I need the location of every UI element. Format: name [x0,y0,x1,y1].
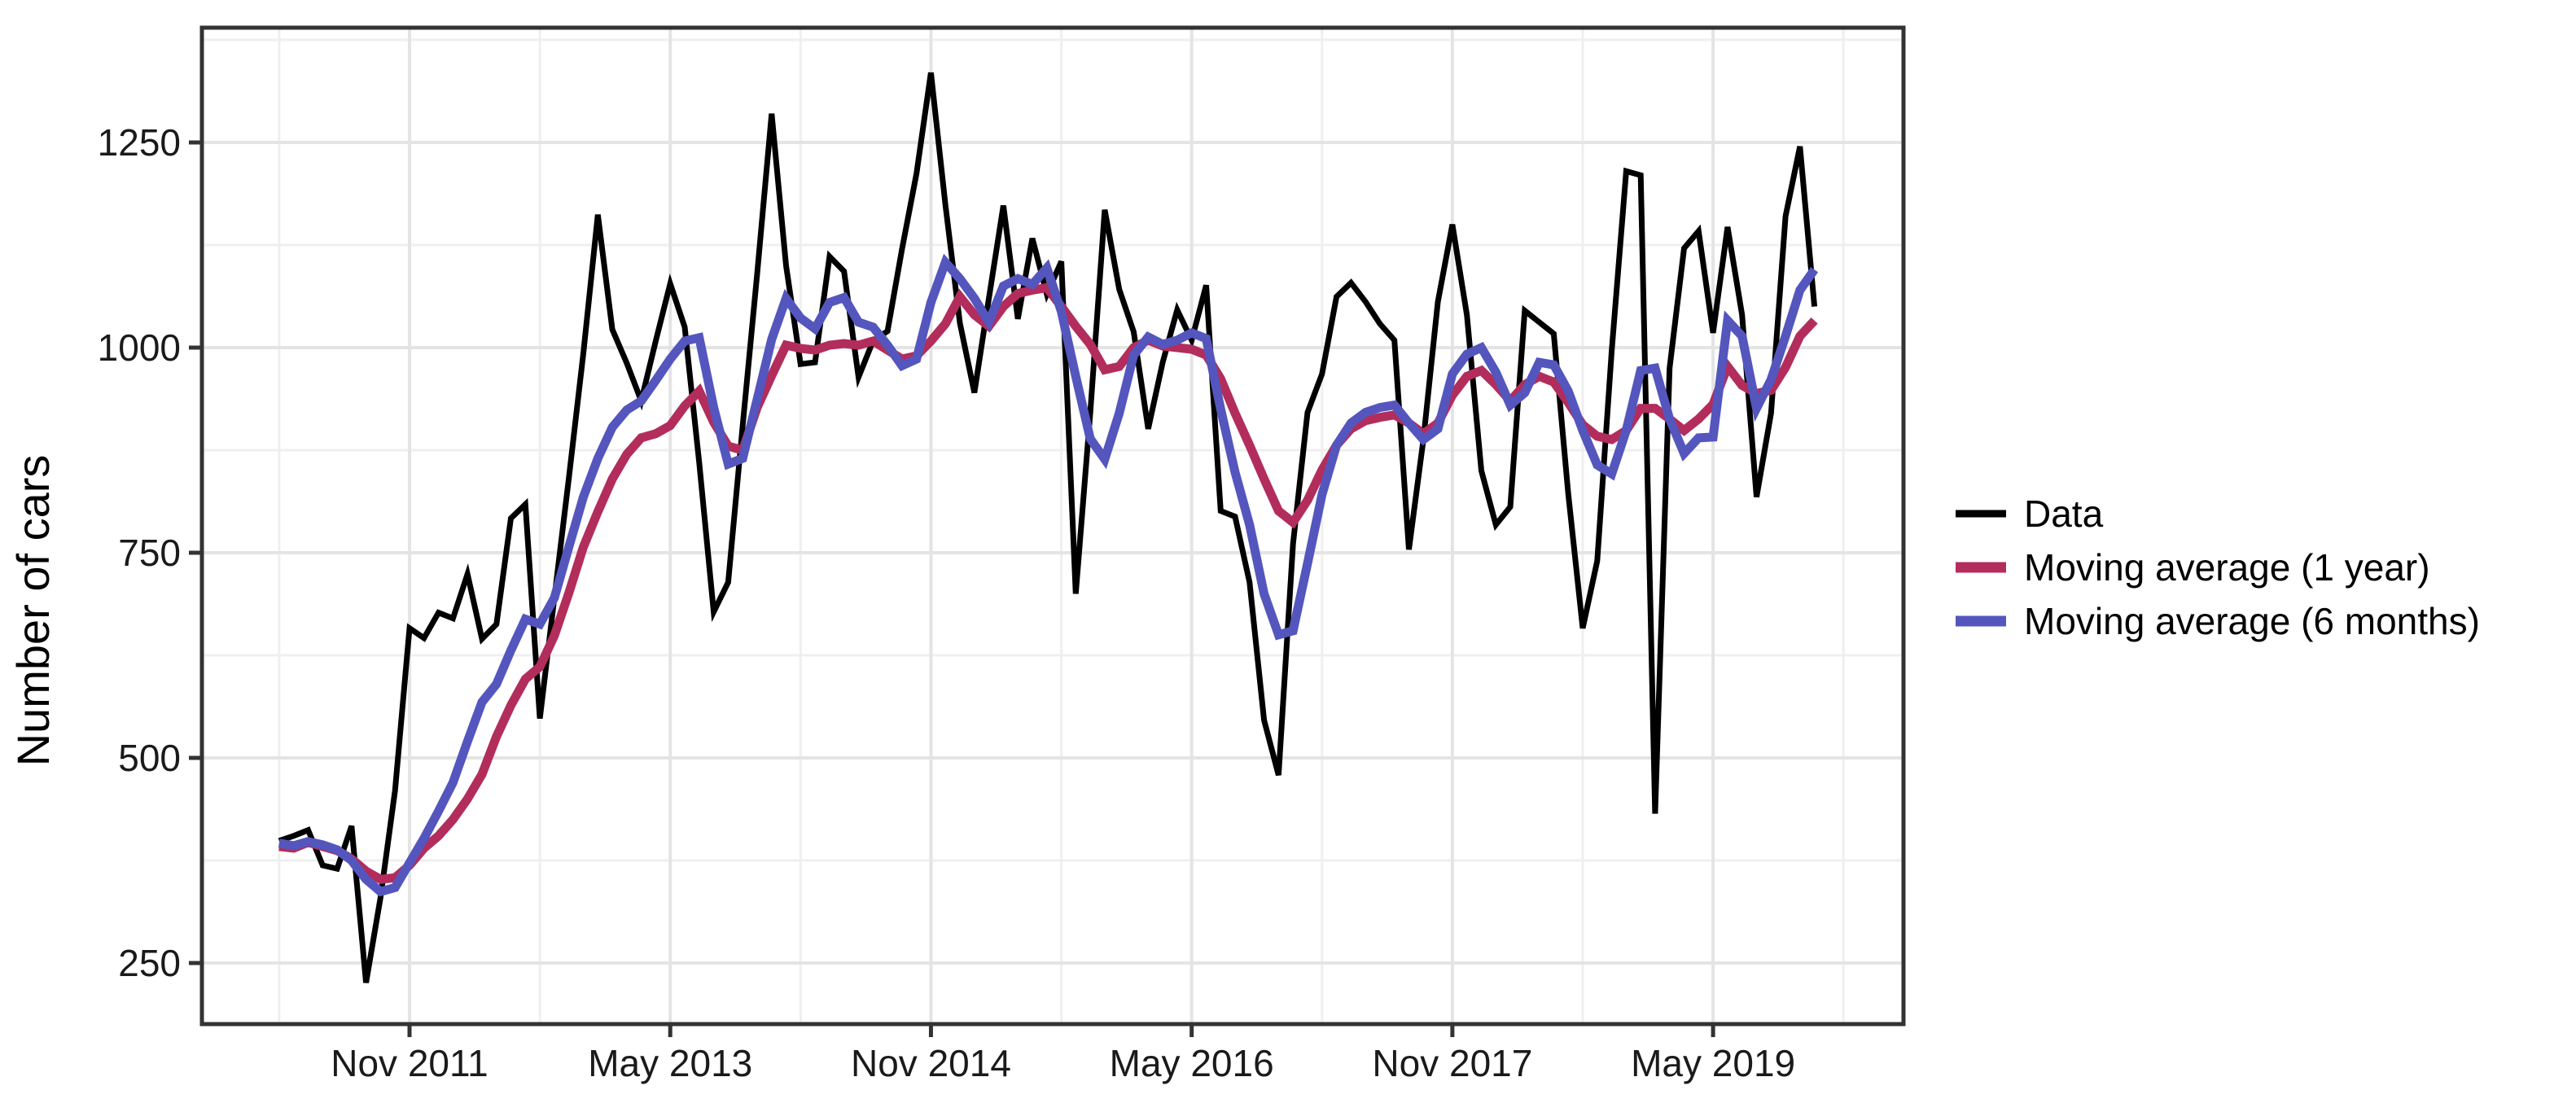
legend-label: Moving average (1 year) [2024,546,2430,589]
gridlines-major [202,28,1904,1024]
y-axis-tick-labels: 1250 1000 750 500 250 [98,121,181,984]
plot-panel [202,28,1904,1024]
y-tick-label: 750 [118,532,181,574]
panel-border [199,25,1906,1027]
data-series-lines [278,72,1819,983]
x-tick-label: May 2019 [1631,1042,1795,1084]
x-tick-label: Nov 2011 [331,1042,488,1084]
x-tick-label: Nov 2017 [1372,1042,1532,1084]
x-tick-label: May 2013 [588,1042,752,1084]
x-tick-label: Nov 2014 [851,1042,1011,1084]
x-axis-tick-labels: Nov 2011 May 2013 Nov 2014 May 2016 Nov 2017… [331,1042,1795,1084]
series-line-moving-average-6-months [278,253,1819,897]
y-tick-label: 1250 [98,121,181,164]
gridlines-minor [202,28,1904,1024]
x-tick-label: May 2016 [1110,1042,1274,1084]
y-tick-label: 500 [118,737,181,779]
series-line-moving-average-1-year [278,282,1818,884]
y-tick-label: 250 [118,942,181,984]
legend-entry: Data [1956,493,2104,535]
legend: Data Moving average (1 year) Moving averag… [1956,493,2480,642]
axis-ticks [189,140,1715,1037]
y-tick-label: 1000 [98,326,181,369]
legend-label: Moving average (6 months) [2024,600,2480,642]
legend-entry: Moving average (6 months) [1956,600,2480,642]
legend-entry: Moving average (1 year) [1956,546,2430,589]
legend-label: Data [2024,493,2104,535]
y-axis-title: Number of cars [7,455,59,767]
